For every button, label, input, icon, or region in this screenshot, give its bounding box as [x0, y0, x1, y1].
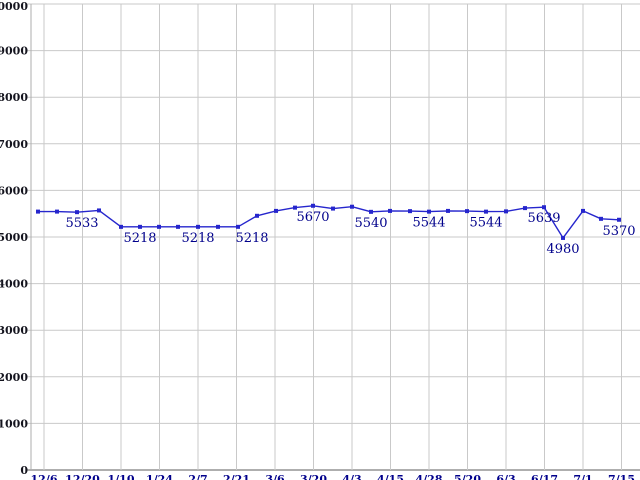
data-point-marker — [504, 209, 508, 214]
x-tick-label: 2/21 — [223, 473, 250, 480]
data-point-marker — [599, 216, 603, 221]
data-point-label: 5218 — [235, 231, 268, 246]
data-point-marker — [617, 217, 621, 222]
x-tick-label: 3/6 — [265, 473, 285, 480]
data-point-label: 5540 — [354, 216, 387, 231]
x-tick-label: 2/7 — [188, 473, 207, 480]
data-point-label: 5544 — [469, 216, 502, 231]
data-point-marker — [311, 203, 315, 208]
x-tick-label: 6/3 — [496, 473, 515, 480]
x-tick-label: 12/20 — [65, 473, 100, 480]
data-point-marker — [369, 209, 373, 214]
data-point-label: 4980 — [546, 242, 579, 257]
data-point-label: 5533 — [65, 216, 98, 231]
data-point-marker — [119, 224, 123, 229]
x-tick-label: 3/20 — [300, 473, 327, 480]
x-tick-label: 7/1 — [573, 473, 592, 480]
data-point-label: 5639 — [527, 211, 560, 226]
y-tick-label: 0 — [20, 464, 28, 477]
data-point-marker — [138, 224, 142, 229]
y-tick-label: 8000 — [0, 91, 28, 104]
y-tick-label: 2000 — [0, 371, 28, 384]
data-point-marker — [446, 208, 450, 213]
data-point-marker — [408, 209, 412, 214]
data-point-label: 5544 — [412, 216, 445, 231]
data-point-marker — [293, 205, 297, 210]
x-tick-label: 4/15 — [377, 473, 404, 480]
x-tick-label: 7/15 — [608, 473, 635, 480]
data-point-marker — [236, 224, 240, 229]
data-point-marker — [36, 209, 40, 214]
data-point-marker — [561, 235, 565, 240]
data-point-marker — [255, 213, 259, 218]
x-tick-label: 12/6 — [31, 473, 58, 480]
x-tick-label: 6/17 — [531, 473, 558, 480]
data-point-marker — [331, 206, 335, 211]
data-point-label: 5218 — [123, 231, 156, 246]
y-tick-label: 10000 — [0, 0, 28, 13]
data-point-marker — [542, 205, 546, 210]
data-point-marker — [55, 209, 59, 214]
data-point-marker — [157, 224, 161, 229]
data-point-marker — [523, 206, 527, 211]
data-point-label: 5670 — [296, 210, 329, 225]
x-tick-label: 4/3 — [342, 473, 361, 480]
data-point-marker — [196, 224, 200, 229]
y-tick-label: 5000 — [0, 231, 28, 244]
data-point-label: 5218 — [181, 231, 214, 246]
y-tick-label: 1000 — [0, 417, 28, 430]
data-point-marker — [388, 208, 392, 213]
data-point-marker — [427, 209, 431, 214]
x-tick-label: 5/20 — [454, 473, 481, 480]
data-point-marker — [350, 204, 354, 209]
y-tick-label: 4000 — [0, 278, 28, 291]
data-point-marker — [75, 210, 79, 215]
data-point-marker — [484, 209, 488, 214]
y-tick-label: 3000 — [0, 324, 28, 337]
y-tick-label: 7000 — [0, 138, 28, 151]
y-tick-label: 6000 — [0, 184, 28, 197]
x-tick-label: 1/10 — [108, 473, 135, 480]
data-point-marker — [97, 208, 101, 213]
data-point-marker — [465, 209, 469, 214]
x-tick-label: 4/28 — [416, 473, 443, 480]
y-tick-label: 9000 — [0, 45, 28, 58]
data-point-marker — [216, 224, 220, 229]
data-point-marker — [176, 224, 180, 229]
x-tick-label: 1/24 — [146, 473, 173, 480]
data-point-label: 5370 — [602, 224, 635, 239]
data-point-marker — [274, 208, 278, 213]
data-point-marker — [581, 208, 585, 213]
